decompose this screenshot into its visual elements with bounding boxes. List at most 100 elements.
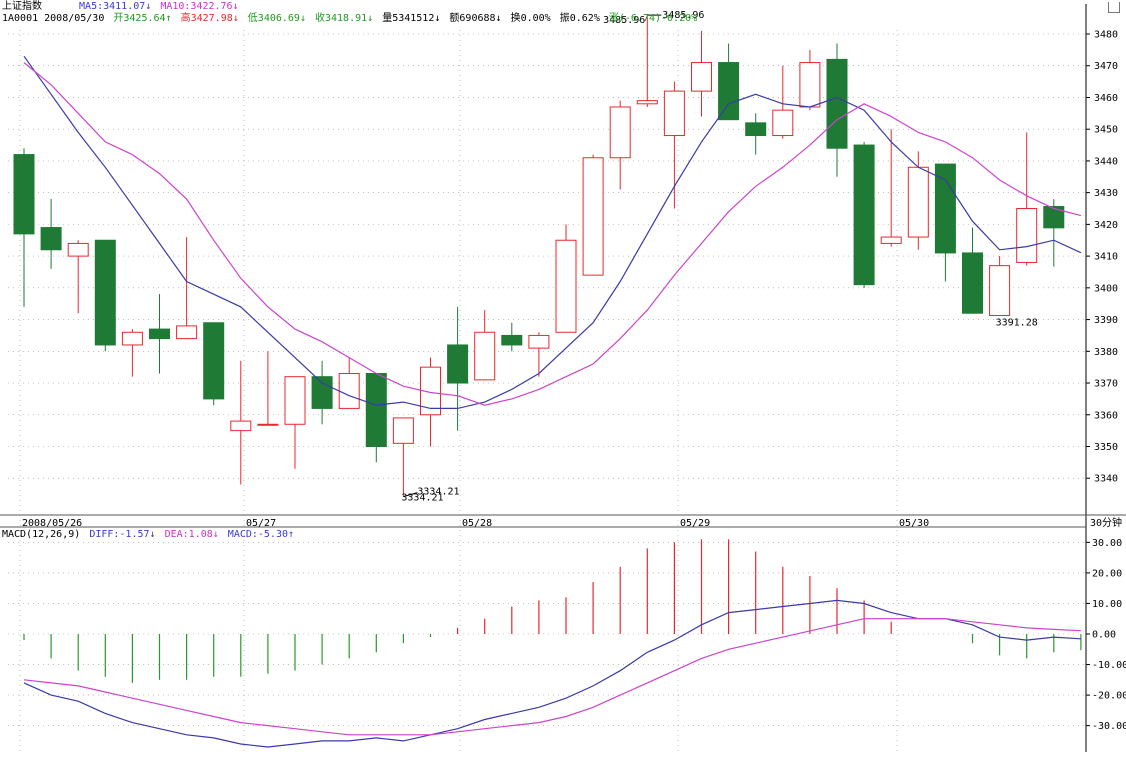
candle-body: [284, 376, 306, 425]
code-date: 1A0001 2008/05/30: [2, 13, 105, 24]
candle-body: [934, 163, 956, 254]
macd-value: MACD:-5.30↑: [227, 529, 295, 540]
ma10-label: MA10:3422.76↓: [160, 1, 239, 12]
candle: [1016, 132, 1038, 266]
candle-body: [609, 106, 631, 159]
price-tick-label: 3370: [1094, 379, 1118, 390]
chart-header-line1: 上证指数 MA5:3411.07↓ MA10:3422.76↓: [2, 1, 242, 13]
period-label: 30分钟: [1090, 516, 1122, 529]
diff-value: DIFF:-1.57↓: [89, 529, 156, 540]
candle: [501, 322, 523, 352]
candle-body: [67, 242, 89, 257]
candle: [1043, 199, 1065, 267]
candle: [826, 43, 848, 177]
x-axis-label: 05/28: [462, 518, 492, 529]
amount-value: 额690688↓: [449, 13, 502, 24]
candle: [257, 351, 279, 426]
price-tick-label: 3450: [1094, 125, 1118, 136]
price-tick-label: 3380: [1094, 347, 1118, 358]
candle: [447, 306, 469, 431]
candle: [555, 224, 577, 333]
x-axis-label: 05/29: [680, 518, 710, 529]
ma5-line: [23, 55, 1082, 409]
candle: [718, 43, 740, 121]
low2-annotation: 3391.28: [996, 318, 1038, 329]
candle-body: [392, 417, 414, 444]
candle-body: [447, 344, 469, 384]
candle: [230, 360, 252, 485]
price-tick-label: 3350: [1094, 442, 1118, 453]
candle: [420, 357, 441, 447]
candle-body: [94, 239, 116, 346]
price-tick-label: 3390: [1094, 315, 1118, 326]
price-tick-label: 3400: [1094, 283, 1118, 294]
candle: [121, 329, 143, 377]
candle-body: [365, 373, 387, 447]
candle: [203, 322, 225, 406]
low-value: 低3406.69↓: [247, 13, 306, 24]
index-name: 上证指数: [2, 1, 42, 12]
candle-body: [121, 331, 143, 346]
price-tick-label: 3430: [1094, 188, 1118, 199]
candle-body: [907, 166, 929, 238]
candle: [609, 100, 631, 190]
candle-body: [989, 265, 1011, 317]
macd-tick-label: 0.00: [1092, 630, 1116, 641]
candle-body: [555, 239, 577, 333]
price-tick-label: 3360: [1094, 410, 1118, 421]
change-value: 涨(-6.74)-0.20%: [608, 13, 698, 24]
high-annotation: 3485.96: [603, 15, 645, 26]
ma5-label: MA5:3411.07↓: [79, 1, 152, 12]
candle-body: [528, 334, 550, 349]
price-tick-label: 3440: [1094, 156, 1118, 167]
open-value: 开3425.64↑: [113, 13, 172, 24]
candle-body: [962, 252, 983, 314]
candle-body: [311, 376, 333, 409]
candle: [67, 240, 89, 314]
amplitude-value: 振0.62%: [559, 13, 600, 24]
candle: [474, 310, 496, 381]
price-tick-label: 3470: [1094, 61, 1118, 72]
candle-body: [40, 227, 62, 251]
candle-body: [853, 144, 875, 286]
panel-toggle-icon[interactable]: [1108, 2, 1120, 13]
candle-body: [13, 154, 35, 235]
candle-body: [663, 90, 685, 137]
candle-body: [745, 122, 767, 137]
candle-body: [582, 157, 604, 276]
price-tick-label: 3410: [1094, 252, 1118, 263]
macd-tick-label: -20.00: [1092, 691, 1126, 702]
high-annotation-right: 3485.96: [662, 10, 704, 21]
candle-body: [1043, 205, 1065, 229]
candle: [691, 30, 712, 117]
price-tick-label: 3480: [1094, 30, 1118, 41]
candle-body: [257, 423, 279, 426]
candle-body: [718, 62, 740, 121]
x-axis-label: 05/30: [899, 518, 929, 529]
x-axis-label: 2008/05/26: [22, 518, 82, 529]
price-tick-label: 3420: [1094, 220, 1118, 231]
candle-body: [176, 325, 198, 340]
candle: [94, 239, 116, 352]
macd-tick-label: -10.00: [1092, 660, 1126, 671]
candle-body: [203, 322, 225, 400]
macd-tick-label: -30.00: [1092, 721, 1126, 732]
candle: [934, 163, 956, 282]
candle: [284, 376, 306, 469]
candle: [149, 294, 170, 374]
candle: [392, 417, 414, 497]
candle-body: [501, 334, 523, 346]
candle: [745, 113, 767, 155]
candle: [40, 198, 62, 269]
low-annotation-right: 3334.21: [417, 487, 459, 498]
candle-body: [772, 109, 794, 137]
candle: [176, 237, 198, 340]
candle: [880, 129, 902, 247]
candle: [907, 151, 929, 250]
candle: [338, 357, 360, 409]
ma10-line: [23, 62, 1082, 406]
candle-body: [338, 373, 360, 409]
candle: [528, 332, 550, 377]
turnover-value: 换0.00%: [510, 13, 551, 24]
